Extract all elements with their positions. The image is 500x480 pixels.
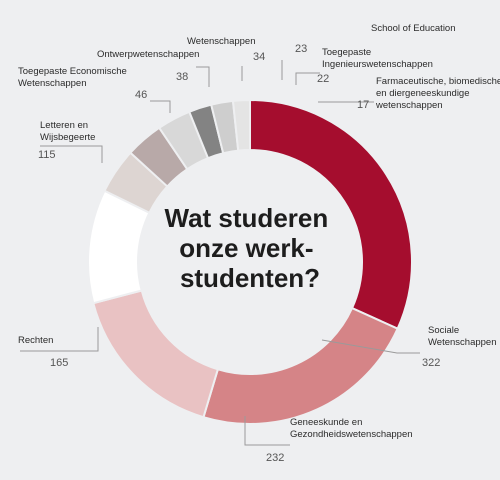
value-label: 23 (295, 43, 307, 55)
chart-title: Wat studeren onze werk- studenten? (165, 203, 336, 293)
label-leader-lines (20, 60, 420, 446)
donut-slices (87, 98, 413, 425)
value-label: 232 (266, 452, 284, 464)
value-label: 322 (422, 357, 440, 369)
category-label: Letteren en Wijsbegeerte (40, 120, 95, 143)
category-label-line: Toegepaste (322, 47, 371, 58)
category-label: Rechten (18, 335, 53, 346)
leader-line (40, 145, 103, 163)
category-label-line: Rechten (18, 335, 53, 346)
chart-title-line: studenten? (180, 263, 320, 293)
leader-line (20, 327, 99, 352)
category-label-line: Sociale (428, 325, 459, 336)
category-label-line: Toegepaste Economische (18, 66, 127, 77)
category-label-line: Wijsbegeerte (40, 132, 95, 143)
category-label: Toegepaste Economische Wetenschappen (18, 66, 127, 89)
leader-line (321, 339, 420, 354)
value-label: 165 (50, 357, 68, 369)
leader-line (150, 100, 171, 113)
category-label-line: Farmaceutische, biomedische (376, 76, 500, 87)
category-label: Toegepaste Ingenieurswetenschappen (322, 47, 433, 70)
category-label: Sociale Wetenschappen (428, 325, 497, 348)
category-label-line: Gezondheidswetenschappen (290, 429, 413, 440)
value-label: 46 (135, 89, 147, 101)
chart-title-line: onze werk- (179, 233, 313, 263)
category-label-line: Ontwerpwetenschappen (97, 49, 199, 60)
leader-line (244, 416, 290, 446)
donut-slice (202, 306, 399, 425)
donut-slice (92, 289, 220, 419)
category-label: Ontwerpwetenschappen (97, 49, 199, 60)
category-label-line: Letteren en (40, 120, 88, 131)
leader-line (295, 72, 320, 85)
category-label: Farmaceutische, biomedische en diergenees… (375, 76, 500, 111)
category-label: Geneeskunde en Gezondheidswetenschappen (290, 417, 413, 440)
value-labels: 322 232 165 115 46 38 34 23 22 17 (38, 43, 440, 464)
category-label-line: Wetenschappen (187, 36, 256, 47)
value-label: 17 (357, 99, 369, 111)
chart-title-line: Wat studeren (165, 203, 329, 233)
value-label: 22 (317, 73, 329, 85)
donut-slice (231, 98, 251, 152)
category-label-line: Ingenieurswetenschappen (322, 59, 433, 70)
category-label-line: wetenschappen (375, 100, 443, 111)
value-label: 115 (38, 149, 56, 161)
donut-slice (249, 98, 413, 331)
category-label-line: Wetenschappen (428, 337, 497, 348)
category-label-line: en diergeneeskundige (376, 88, 470, 99)
value-label: 38 (176, 71, 188, 83)
leader-line (196, 66, 210, 87)
category-label-line: Wetenschappen (18, 78, 87, 89)
category-label: School of Education (371, 23, 456, 34)
value-label: 34 (253, 51, 265, 63)
category-label-line: Geneeskunde en (290, 417, 362, 428)
category-label: Wetenschappen (187, 36, 256, 47)
category-label-line: School of Education (371, 23, 456, 34)
